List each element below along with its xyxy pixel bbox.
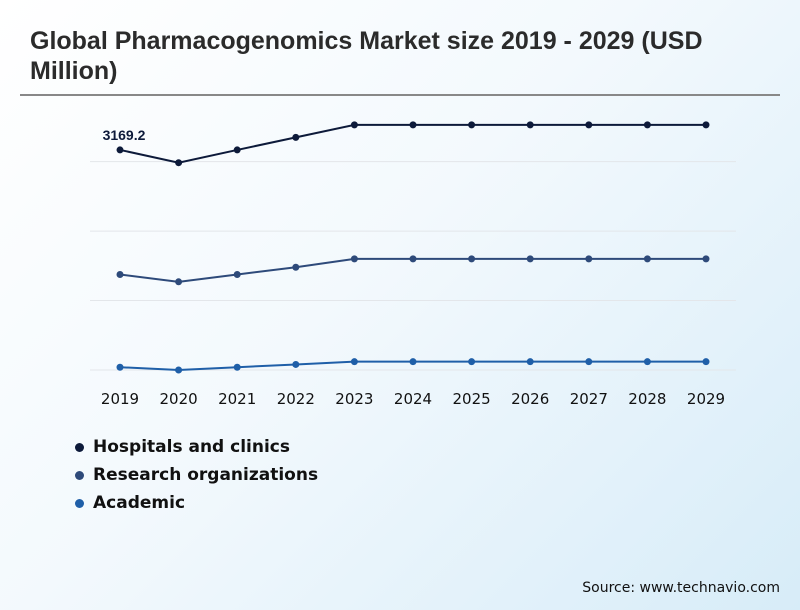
legend-item-2: Academic [75,489,318,517]
data-point-2-4 [350,358,358,366]
x-tick-label: 2022 [277,390,315,408]
data-point-0-8 [585,121,593,129]
x-axis-tick-labels: 2019 2020 2021 2022 2023 2024 2025 2026 2027 2028… [101,390,725,408]
x-tick-label: 2021 [218,390,256,408]
data-point-1-4 [350,255,358,263]
data-point-1-3 [292,263,300,271]
x-tick-label: 2024 [394,390,432,408]
data-point-2-9 [643,358,651,366]
x-tick-label: 2028 [628,390,666,408]
x-tick-label: 2020 [160,390,198,408]
legend-item-0: Hospitals and clinics [75,433,318,461]
x-tick-label: 2026 [511,390,549,408]
x-tick-label: 2025 [453,390,491,408]
data-point-0-0 [116,146,124,154]
data-point-1-7 [526,255,534,263]
data-point-0-9 [643,121,651,129]
data-point-2-2 [233,363,241,371]
data-point-1-10 [702,255,710,263]
data-point-2-10 [702,358,710,366]
data-label: 3169.2 [103,127,146,143]
data-point-2-7 [526,358,534,366]
series-line-0 [119,123,706,164]
legend-label: Hospitals and clinics [93,437,291,457]
data-point-0-10 [702,121,710,129]
data-point-1-0 [116,271,124,279]
data-point-1-1 [175,278,183,286]
legend-label: Academic [93,493,186,513]
chart-title: Global Pharmacogenomics Market size 2019… [30,27,703,85]
series-lines [116,121,710,374]
data-point-1-2 [233,271,241,279]
data-point-0-7 [526,121,534,129]
data-point-2-5 [409,358,417,366]
data-point-1-9 [643,255,651,263]
x-tick-label: 2027 [570,390,608,408]
x-tick-label: 2019 [101,390,139,408]
data-point-1-5 [409,255,417,263]
data-point-2-6 [468,358,476,366]
x-tick-label: 2029 [687,390,725,408]
legend: Hospitals and clinics Research organizati… [75,433,318,517]
data-point-0-4 [350,121,358,129]
data-point-1-8 [585,255,593,263]
data-point-2-8 [585,358,593,366]
legend-marker-icon [75,442,84,452]
data-point-0-6 [468,121,476,129]
title-divider [20,94,780,96]
data-labels: 3169.2 [103,127,146,143]
data-point-0-2 [233,146,241,154]
legend-marker-icon [75,498,84,508]
data-point-2-0 [116,363,124,371]
x-tick-label: 2023 [335,390,373,408]
data-point-2-1 [175,366,183,374]
data-point-0-3 [292,133,300,141]
legend-marker-icon [75,470,84,480]
legend-label: Research organizations [93,465,319,485]
data-point-0-5 [409,121,417,129]
data-point-2-3 [292,360,300,368]
source-note: Source: www.technavio.com [582,580,780,596]
legend-item-1: Research organizations [75,461,318,489]
gridlines [90,161,736,371]
data-point-1-6 [468,255,476,263]
data-point-0-1 [175,159,183,167]
